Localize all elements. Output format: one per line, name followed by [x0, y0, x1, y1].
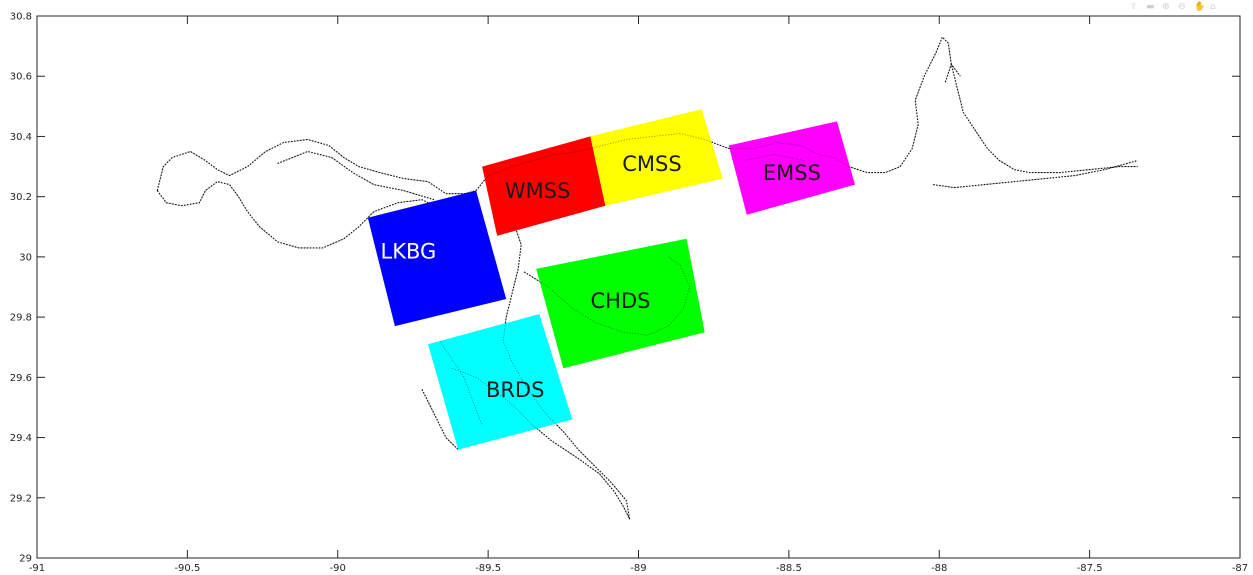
x-tick-label: -87.5	[1077, 563, 1103, 574]
y-tick-label: 30.4	[10, 132, 32, 143]
coastline-overlay-2	[277, 151, 435, 201]
home-icon[interactable]: ⌂	[1210, 2, 1216, 12]
coastline-4	[933, 159, 1138, 189]
region-label-cmss: CMSS	[622, 152, 681, 176]
coastline-overlay-10	[944, 63, 961, 83]
y-tick-label: 29.8	[10, 313, 32, 324]
x-tick-label: -90	[330, 563, 346, 574]
zoom-out-icon[interactable]: ⊖	[1178, 2, 1186, 12]
y-tick-label: 30	[19, 252, 32, 263]
coastline-overlay-9	[743, 154, 804, 161]
coastline-overlay-1	[156, 181, 441, 249]
y-tick-label: 29.2	[10, 493, 32, 504]
region-label-chds: CHDS	[591, 289, 651, 313]
x-tick-label: -88	[931, 563, 947, 574]
region-label-lkbg: LKBG	[381, 239, 437, 263]
coastline-overlay-4	[933, 160, 1138, 189]
x-tick-label: -91	[29, 563, 45, 574]
x-tick-label: -89	[630, 563, 646, 574]
region-wmss[interactable]	[482, 136, 606, 236]
coastline-10	[944, 63, 961, 83]
x-tick-label: -88.5	[776, 563, 802, 574]
coastline-7	[421, 389, 459, 450]
y-tick-label: 30.8	[10, 12, 32, 23]
pan-icon[interactable]: ✋	[1194, 2, 1206, 12]
region-cmss[interactable]	[590, 109, 723, 206]
y-tick-label: 30.6	[10, 72, 32, 83]
region-chds[interactable]	[536, 238, 705, 369]
y-tick-label: 30.2	[10, 192, 32, 203]
x-tick-label: -90.5	[174, 563, 200, 574]
region-lkbg[interactable]	[367, 190, 507, 327]
axes: -91 -90.5 -90 -89.5 -89 -88.5 -88 -87.5 -87 29 29.…	[10, 12, 1248, 575]
region-brds[interactable]	[428, 314, 573, 450]
coastline-overlay-8	[439, 340, 483, 426]
region-label-wmss: WMSS	[505, 179, 571, 203]
coastline-overlay-0	[156, 139, 477, 195]
coastline-overlay-6	[451, 226, 630, 520]
region-label-emss: EMSS	[763, 161, 821, 185]
region-label-brds: BRDS	[486, 378, 545, 402]
coastline-1	[156, 181, 441, 249]
brush-icon[interactable]: ▬	[1146, 2, 1155, 12]
coastline-2	[277, 150, 435, 201]
region-emss[interactable]	[728, 121, 855, 215]
zoom-in-icon[interactable]: ⊕	[1162, 2, 1170, 12]
coastline-0	[156, 138, 477, 195]
export-icon[interactable]: ⇪	[1130, 2, 1138, 12]
region-layer: LKBG WMSS CMSS EMSS CHDS BRDS	[156, 36, 1138, 520]
y-tick-label: 29.6	[10, 373, 32, 384]
x-tick-label: -87	[1232, 563, 1248, 574]
y-tick-label: 29	[19, 554, 32, 565]
coastline-overlay-7	[421, 389, 459, 450]
y-tick-label: 29.4	[10, 433, 32, 444]
x-tick-label: -89.5	[475, 563, 501, 574]
